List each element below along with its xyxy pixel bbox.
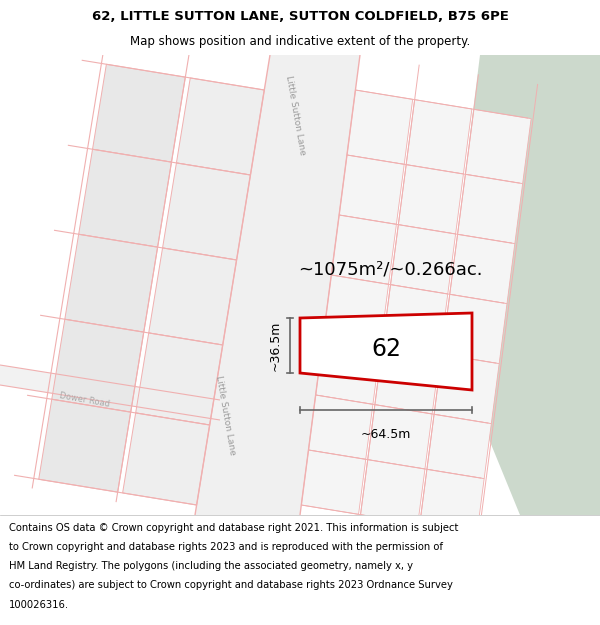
Polygon shape	[466, 109, 531, 184]
Polygon shape	[458, 174, 523, 244]
Text: co-ordinates) are subject to Crown copyright and database rights 2023 Ordnance S: co-ordinates) are subject to Crown copyr…	[9, 581, 453, 591]
Polygon shape	[163, 163, 250, 260]
Text: 62: 62	[371, 336, 401, 361]
Polygon shape	[460, 55, 600, 515]
Polygon shape	[339, 155, 404, 224]
Polygon shape	[176, 78, 264, 175]
Polygon shape	[383, 284, 448, 354]
Polygon shape	[136, 333, 223, 425]
Text: ~64.5m: ~64.5m	[361, 428, 411, 441]
Polygon shape	[195, 55, 360, 515]
Text: Contains OS data © Crown copyright and database right 2021. This information is : Contains OS data © Crown copyright and d…	[9, 522, 458, 532]
Text: Little Sutton Lane: Little Sutton Lane	[284, 74, 307, 156]
Text: Map shows position and indicative extent of the property.: Map shows position and indicative extent…	[130, 35, 470, 48]
Polygon shape	[398, 164, 463, 234]
Polygon shape	[92, 64, 185, 162]
Text: to Crown copyright and database rights 2023 and is reproduced with the permissio: to Crown copyright and database rights 2…	[9, 542, 443, 552]
Polygon shape	[427, 414, 491, 479]
Polygon shape	[391, 224, 455, 294]
Text: 100026316.: 100026316.	[9, 600, 69, 610]
Polygon shape	[0, 365, 220, 420]
Polygon shape	[347, 90, 413, 164]
Polygon shape	[149, 248, 236, 345]
Polygon shape	[442, 294, 507, 364]
Polygon shape	[375, 344, 440, 414]
Polygon shape	[300, 313, 472, 390]
Text: ~36.5m: ~36.5m	[269, 320, 282, 371]
Polygon shape	[52, 319, 144, 412]
Polygon shape	[122, 413, 209, 505]
Polygon shape	[301, 450, 366, 514]
Polygon shape	[316, 335, 381, 404]
Polygon shape	[65, 234, 158, 332]
Polygon shape	[361, 459, 425, 524]
Polygon shape	[323, 275, 389, 344]
Polygon shape	[434, 354, 499, 424]
Polygon shape	[420, 469, 484, 534]
Polygon shape	[406, 99, 472, 174]
Polygon shape	[79, 149, 172, 247]
Text: Dower Road: Dower Road	[59, 391, 111, 409]
Text: 62, LITTLE SUTTON LANE, SUTTON COLDFIELD, B75 6PE: 62, LITTLE SUTTON LANE, SUTTON COLDFIELD…	[92, 10, 508, 23]
Polygon shape	[450, 234, 515, 304]
Text: Little Sutton Lane: Little Sutton Lane	[214, 374, 236, 456]
Text: HM Land Registry. The polygons (including the associated geometry, namely x, y: HM Land Registry. The polygons (includin…	[9, 561, 413, 571]
Polygon shape	[308, 395, 373, 459]
Polygon shape	[39, 399, 131, 492]
Polygon shape	[331, 215, 397, 284]
Polygon shape	[368, 404, 432, 469]
Text: ~1075m²/~0.266ac.: ~1075m²/~0.266ac.	[298, 261, 482, 279]
